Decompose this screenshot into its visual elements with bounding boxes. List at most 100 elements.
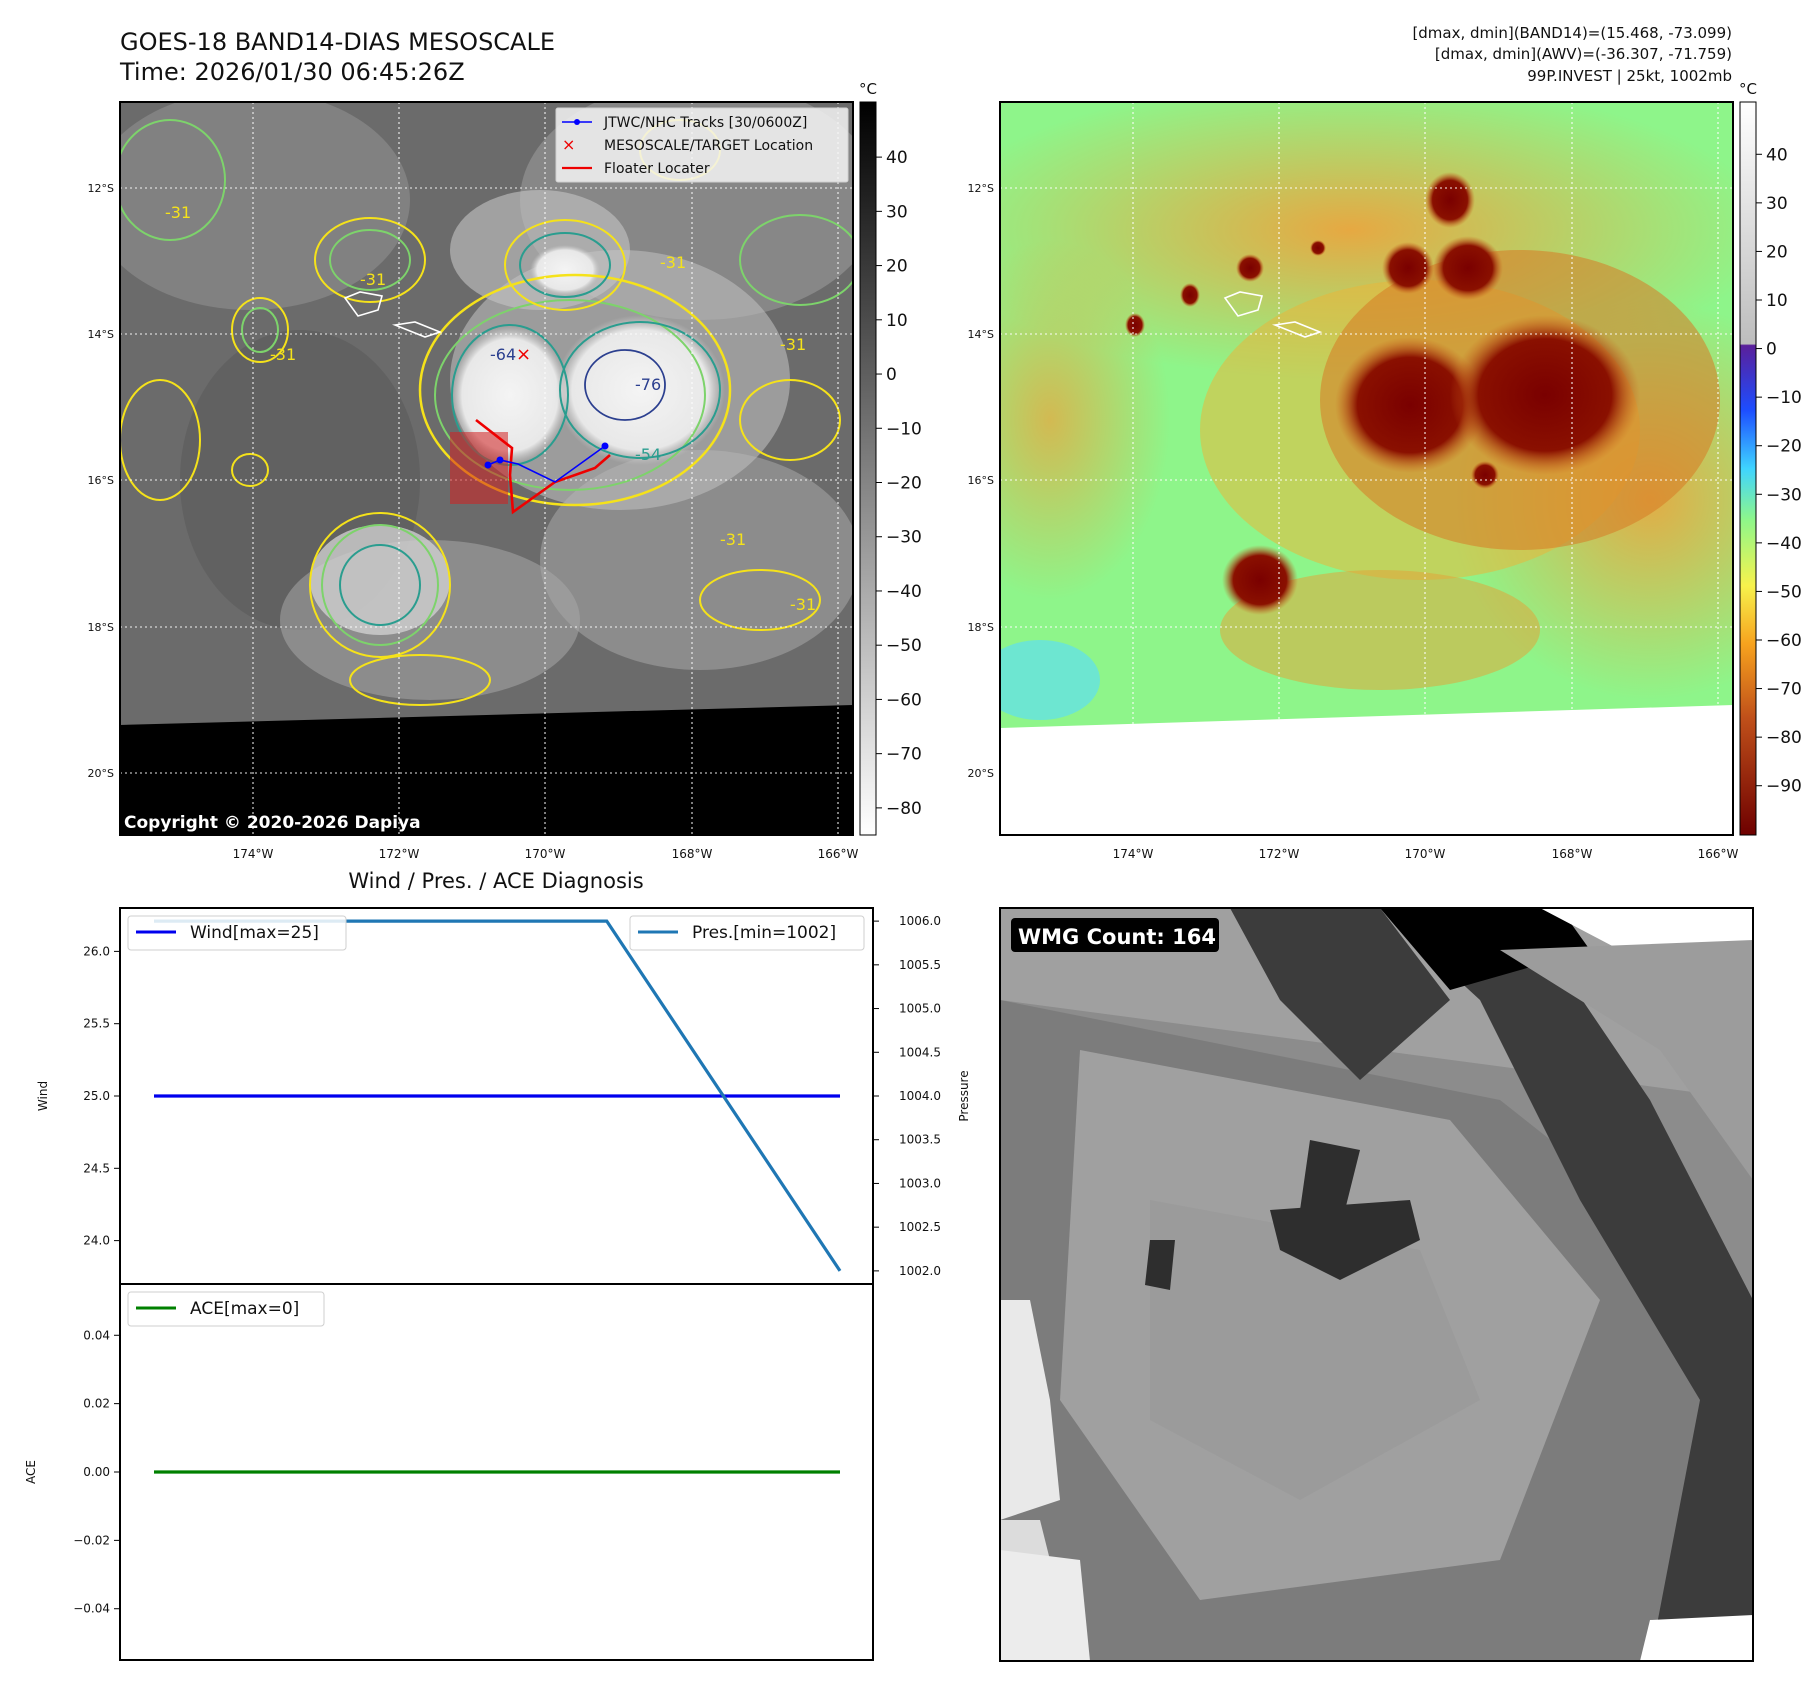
- y-tick-label: 1005.0: [899, 1002, 941, 1016]
- awv-panel-frame: [999, 101, 1734, 836]
- legend-target-label: MESOSCALE/TARGET Location: [604, 138, 813, 154]
- stats-storm: 99P.INVEST | 25kt, 1002mb: [1527, 67, 1732, 85]
- ace-legend-label: ACE[max=0]: [190, 1299, 299, 1319]
- y-tick-label: 1003.5: [899, 1133, 941, 1147]
- colorbar-tick-label: −70: [886, 745, 922, 765]
- contour-label: -76: [635, 375, 661, 394]
- awv-colorbar-unit: °C: [1739, 80, 1757, 98]
- ir-lat-labels: 12°S 14°S 16°S 18°S 20°S: [88, 182, 114, 780]
- colorbar-tick-label: 10: [1766, 291, 1788, 311]
- stats-band14: [dmax, dmin](BAND14)=(15.468, -73.099): [1412, 24, 1732, 42]
- wmg-count-label: WMG Count: 164: [1018, 925, 1216, 949]
- y-tick-label: 1004.5: [899, 1045, 941, 1059]
- colorbar-tick-label: −50: [886, 636, 922, 656]
- ace-legend: ACE[max=0]: [127, 1291, 325, 1327]
- colorbar-tick-label: −50: [1766, 582, 1802, 602]
- awv-colorbar-ticks: 40 30 20 10 0 −10 −20 −30 −40 −50 −60 −70 −80 −90: [1756, 145, 1802, 797]
- y-tick-label: 25.0: [83, 1089, 110, 1103]
- colorbar-tick-label: 10: [886, 311, 908, 331]
- y-tick-label: 24.0: [83, 1234, 110, 1248]
- lat-label: 18°S: [88, 621, 114, 634]
- y-tick-label: 1006.0: [899, 914, 941, 928]
- y-tick-label: 0.02: [83, 1397, 110, 1411]
- colorbar-tick-label: −20: [886, 474, 922, 494]
- lat-label: 12°S: [88, 182, 114, 195]
- y-tick-label: 1005.5: [899, 958, 941, 972]
- lat-label: 14°S: [968, 328, 994, 341]
- lat-label: 20°S: [88, 767, 114, 780]
- contour-label: -54: [635, 445, 661, 464]
- y-tick-label: 1003.0: [899, 1176, 941, 1190]
- awv-lat-labels: 12°S 14°S 16°S 18°S 20°S: [968, 182, 994, 780]
- colorbar-tick-label: −30: [1766, 485, 1802, 505]
- figure-timestamp: Time: 2026/01/30 06:45:26Z: [119, 58, 465, 86]
- colorbar-tick-label: −70: [1766, 680, 1802, 700]
- y-tick-label: 1002.5: [899, 1220, 941, 1234]
- ir-legend: × JTWC/NHC Tracks [30/0600Z] MESOSCALE/T…: [555, 107, 849, 183]
- colorbar-tick-label: −60: [886, 690, 922, 710]
- wind-axis-label: Wind: [36, 1081, 50, 1111]
- ir-colorbar-ticks: 40 30 20 10 0 −10 −20 −30 −40 −50 −60 −70 −80: [876, 148, 922, 819]
- contour-label: -31: [270, 345, 296, 364]
- y-tick-label: −0.04: [73, 1602, 110, 1616]
- target-marker: ×: [516, 344, 531, 365]
- colorbar-tick-label: 40: [1766, 145, 1788, 165]
- lat-label: 20°S: [968, 767, 994, 780]
- lon-label: 174°W: [233, 847, 274, 861]
- lat-label: 12°S: [968, 182, 994, 195]
- colorbar-tick-label: −10: [1766, 388, 1802, 408]
- pressure-axis-label: Pressure: [957, 1070, 971, 1121]
- lon-label: 168°W: [1552, 847, 1593, 861]
- contour-label: -31: [360, 270, 386, 289]
- colorbar-tick-label: −60: [1766, 631, 1802, 651]
- y-tick-label: −0.02: [73, 1533, 110, 1547]
- colorbar-tick-label: 20: [886, 257, 908, 277]
- lat-label: 14°S: [88, 328, 114, 341]
- y-tick-label: 1004.0: [899, 1089, 941, 1103]
- lon-label: 172°W: [1259, 847, 1300, 861]
- lat-label: 18°S: [968, 621, 994, 634]
- lat-label: 16°S: [88, 474, 114, 487]
- wmg-panel: [1000, 908, 1753, 1661]
- ir-colorbar-unit: °C: [859, 80, 877, 98]
- contour-labels: -31 -31 -31 -31 -31 -64 -76 -54 -31 -31: [165, 203, 816, 614]
- contour-label: -31: [660, 253, 686, 272]
- pressure-legend-label: Pres.[min=1002]: [692, 923, 836, 943]
- awv-colorbar: [1739, 101, 1757, 836]
- contour-label: -31: [790, 595, 816, 614]
- colorbar-tick-label: 40: [886, 148, 908, 168]
- y-tick-label: 26.0: [83, 944, 110, 958]
- contour-label: -31: [720, 530, 746, 549]
- colorbar-tick-label: −10: [886, 419, 922, 439]
- stats-awv: [dmax, dmin](AWV)=(-36.307, -71.759): [1435, 45, 1732, 63]
- colorbar-tick-label: −40: [1766, 534, 1802, 554]
- lon-label: 170°W: [1405, 847, 1446, 861]
- ace-axis-label: ACE: [24, 1460, 38, 1484]
- legend-floater-label: Floater Locater: [604, 161, 710, 177]
- colorbar-tick-label: −80: [1766, 728, 1802, 748]
- colorbar-tick-label: 0: [886, 365, 897, 385]
- lon-label: 174°W: [1113, 847, 1154, 861]
- contour-label: -31: [165, 203, 191, 222]
- colorbar-tick-label: −20: [1766, 437, 1802, 457]
- ir-lon-labels: 174°W 172°W 170°W 168°W 166°W: [233, 847, 859, 861]
- ir-colorbar: [859, 101, 877, 836]
- lat-label: 16°S: [968, 474, 994, 487]
- lon-label: 170°W: [525, 847, 566, 861]
- contour-label: -31: [780, 335, 806, 354]
- ir-satellite-panel: ×: [120, 102, 853, 835]
- y-tick-label: 25.5: [83, 1017, 110, 1031]
- lon-label: 172°W: [379, 847, 420, 861]
- colorbar-tick-label: 20: [1766, 242, 1788, 262]
- awv-lon-labels: 174°W 172°W 170°W 168°W 166°W: [1113, 847, 1739, 861]
- colorbar-tick-label: 30: [886, 202, 908, 222]
- colorbar-tick-label: −30: [886, 528, 922, 548]
- jtwc-track-line: [487, 445, 606, 483]
- lon-label: 166°W: [818, 847, 859, 861]
- y-tick-label: 24.5: [83, 1161, 110, 1175]
- ir-panel-frame: [119, 101, 854, 836]
- lon-label: 166°W: [1698, 847, 1739, 861]
- contour-label: -64: [490, 345, 516, 364]
- copyright-text: Copyright © 2020-2026 Dapiya: [124, 813, 421, 833]
